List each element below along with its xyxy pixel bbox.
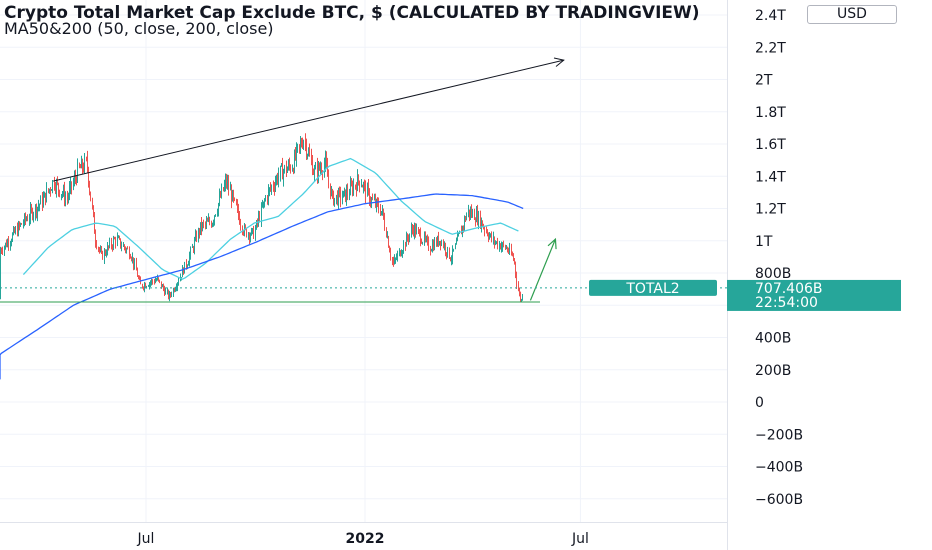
candles — [0, 133, 523, 303]
time-label-Jul[interactable]: Jul — [137, 531, 155, 547]
drawings[interactable] — [0, 57, 565, 303]
arrowhead-icon — [553, 57, 565, 67]
countdown-label: 22:54:00 — [755, 295, 818, 311]
price-tick-label[interactable]: 0 — [755, 395, 764, 411]
price-tick-label[interactable]: −200B — [755, 427, 803, 443]
moving-averages — [0, 157, 524, 380]
price-tick-label[interactable]: 1T — [755, 234, 773, 250]
time-label-Jul[interactable]: Jul — [571, 531, 589, 547]
price-badge — [727, 279, 901, 311]
price-scale[interactable]: 2.4T2.2T2T1.8T1.6T1.4T1.2T1T800B600B400B… — [727, 0, 804, 550]
price-tick-label[interactable]: 1.2T — [755, 202, 786, 218]
price-tick-label[interactable]: 400B — [755, 331, 791, 347]
grid-lines — [0, 14, 727, 500]
ma50-line — [22, 157, 519, 280]
price-tick-label[interactable]: 1.8T — [755, 105, 786, 121]
arrowhead-icon — [547, 237, 557, 250]
currency-label: USD — [837, 6, 867, 22]
green-arrow[interactable] — [529, 238, 556, 301]
price-tick-label[interactable]: 2.4T — [755, 8, 786, 24]
time-label-2022[interactable]: 2022 — [346, 531, 385, 547]
price-tick-label[interactable]: 1.6T — [755, 137, 786, 153]
time-axis[interactable]: Jul 2022 Jul — [0, 522, 727, 548]
indicator-legend[interactable]: MA50&200 (50, close, 200, close) — [4, 19, 274, 38]
x-grid-lines — [145, 0, 581, 522]
symbol-label: TOTAL2 — [625, 281, 679, 297]
trend-line[interactable] — [53, 59, 564, 182]
price-tick-label[interactable]: −400B — [755, 460, 803, 476]
price-tick-label[interactable]: 800B — [755, 266, 791, 282]
last-price-label: 707.406B — [755, 281, 823, 297]
price-tick-label[interactable]: 200B — [755, 363, 791, 379]
price-tick-label[interactable]: 1.4T — [755, 169, 786, 185]
ma200-line — [0, 193, 524, 380]
symbol-badge — [589, 279, 717, 296]
currency-button[interactable]: USD — [807, 5, 897, 24]
price-tick-label[interactable]: 2T — [755, 73, 773, 89]
price-tick-label[interactable]: −600B — [755, 492, 803, 508]
chart-title: Crypto Total Market Cap Exclude BTC, $ (… — [4, 3, 700, 23]
price-tick-label[interactable]: 2.2T — [755, 40, 786, 56]
